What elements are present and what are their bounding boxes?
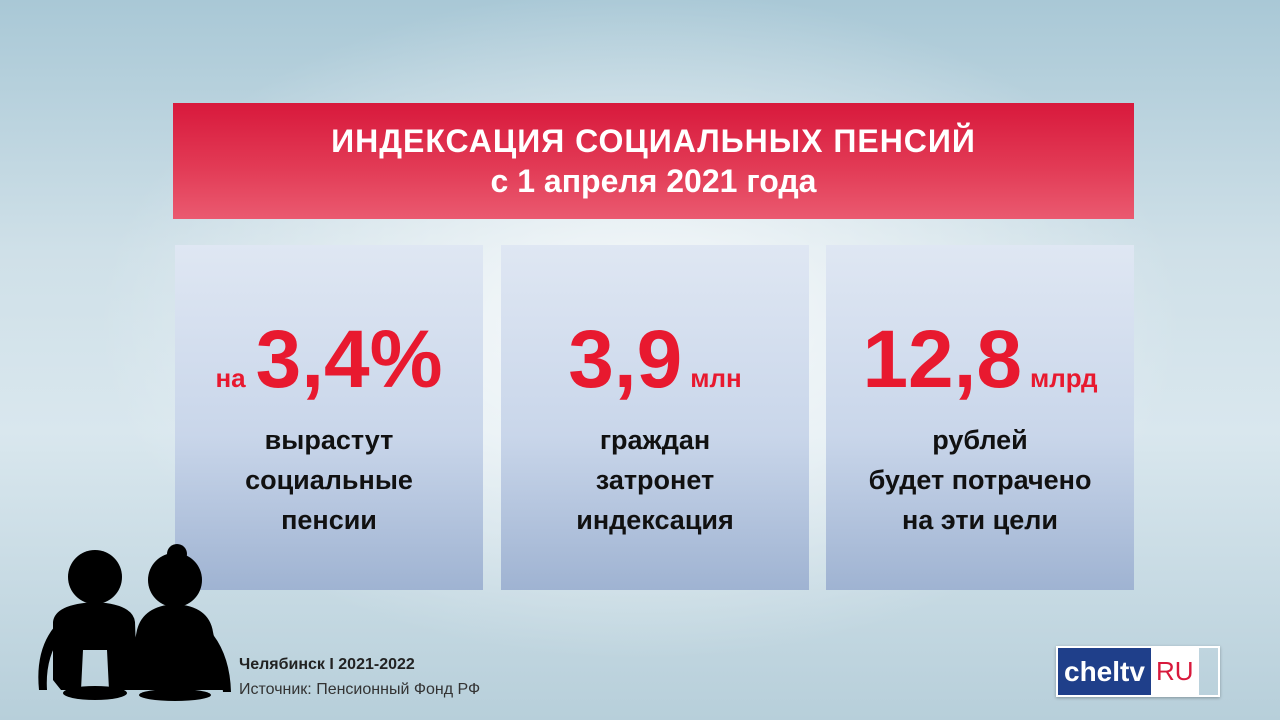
title-line2: с 1 апреля 2021 года	[490, 163, 817, 199]
footer-city: Челябинск I 2021-2022	[239, 656, 415, 673]
logo-text-cheltv: cheltv	[1058, 648, 1151, 695]
stat-unit: млрд	[1030, 363, 1098, 393]
title-banner: ИНДЕКСАЦИЯ СОЦИАЛЬНЫХ ПЕНСИЙ с 1 апреля …	[173, 103, 1134, 219]
stat-description: граждан затронет индексация	[501, 420, 809, 540]
stat-value-row: на 3,4%	[175, 315, 483, 405]
stat-card-citizens: 3,9 млн граждан затронет индексация	[501, 245, 809, 590]
stat-unit: млн	[690, 363, 742, 393]
stat-prefix: на	[215, 363, 246, 393]
footer-source: Источник: Пенсионный Фонд РФ	[239, 681, 481, 698]
stat-desc-line: затронет	[595, 465, 715, 495]
stat-desc-line: граждан	[599, 425, 711, 455]
stat-desc-line: будет потрачено	[868, 465, 1092, 495]
stat-value: 3,9	[568, 314, 683, 405]
stat-value: 3,4%	[255, 314, 443, 405]
logo-text-ru: RU	[1150, 648, 1199, 695]
elderly-couple-icon	[38, 544, 231, 701]
stat-desc-line: вырастут	[264, 425, 394, 455]
stat-desc-line: индексация	[576, 505, 734, 535]
stat-desc-line: социальные	[245, 465, 413, 495]
stat-description: вырастут социальные пенсии	[175, 420, 483, 540]
stat-desc-line: пенсии	[281, 505, 377, 535]
cheltv-logo: cheltv RU	[1056, 646, 1220, 697]
stat-desc-line: на эти цели	[901, 505, 1059, 535]
stat-value-row: 12,8 млрд	[826, 315, 1134, 405]
title-line1: ИНДЕКСАЦИЯ СОЦИАЛЬНЫХ ПЕНСИЙ	[331, 123, 976, 159]
stat-value-row: 3,9 млн	[501, 315, 809, 405]
stat-card-spending: 12,8 млрд рублей будет потрачено на эти …	[826, 245, 1134, 590]
stat-desc-line: рублей	[932, 425, 1028, 455]
stat-description: рублей будет потрачено на эти цели	[826, 420, 1134, 540]
stat-card-pension-increase: на 3,4% вырастут социальные пенсии	[175, 245, 483, 590]
stat-value: 12,8	[862, 314, 1023, 405]
